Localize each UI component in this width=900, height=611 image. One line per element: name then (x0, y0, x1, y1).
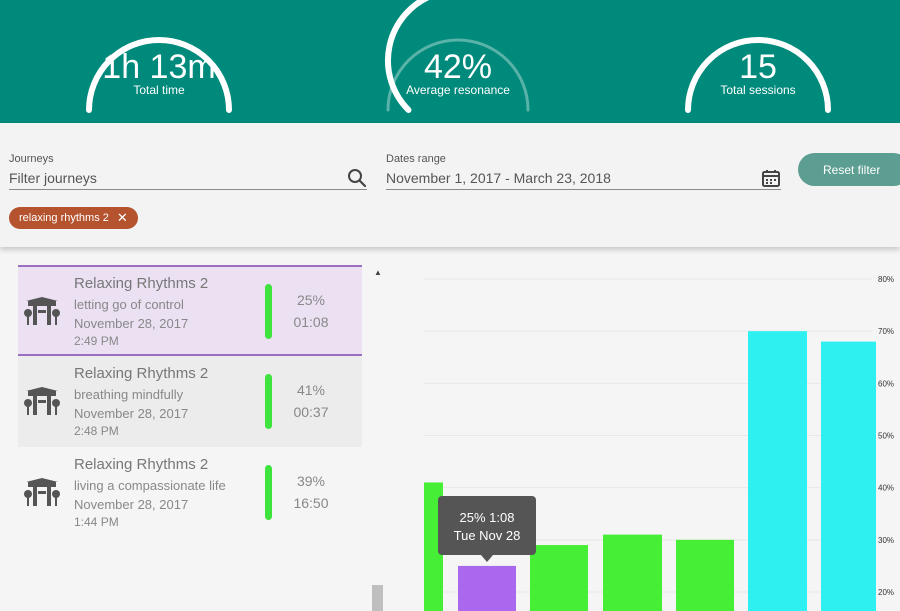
total-time-gauge: 1h 13m Total time (74, 0, 244, 123)
session-list: Relaxing Rhythms 2 letting go of control… (18, 265, 362, 538)
tooltip-date: Tue Nov 28 (453, 528, 521, 543)
session-duration: 16:50 (293, 495, 329, 511)
session-date: November 28, 2017 (74, 497, 189, 512)
total-sessions-label: Total sessions (720, 83, 796, 97)
chart-bar-selected[interactable] (458, 565, 516, 611)
temple-icon (24, 478, 60, 506)
total-time-value: 1h 13m (102, 48, 216, 86)
session-percent: 39% (296, 473, 326, 489)
session-title: Relaxing Rhythms 2 (74, 456, 209, 473)
session-percent: 41% (296, 382, 326, 398)
chart-bar[interactable] (603, 534, 662, 611)
session-subtitle: letting go of control (74, 297, 184, 312)
session-resonance-bar (265, 284, 272, 339)
total-time-label: Total time (133, 83, 185, 97)
reset-filter-button[interactable]: Reset filter (798, 153, 900, 186)
total-sessions-gauge: 15 Total sessions (673, 0, 843, 123)
y-tick-label: 20% (878, 588, 894, 597)
session-duration: 00:37 (293, 404, 329, 420)
chart-bar[interactable] (821, 341, 876, 611)
session-duration: 01:08 (293, 314, 329, 330)
session-resonance-bar (265, 465, 272, 520)
average-resonance-ring (384, 0, 530, 113)
journeys-label: Journeys (9, 153, 54, 165)
session-time: 2:48 PM (74, 424, 119, 438)
session-subtitle: living a compassionate life (74, 478, 226, 493)
session-date: November 28, 2017 (74, 406, 189, 421)
session-title: Relaxing Rhythms 2 (74, 365, 209, 382)
chart-bar[interactable] (530, 545, 588, 611)
y-tick-label: 80% (878, 275, 894, 284)
y-tick-label: 70% (878, 327, 894, 336)
chart-bar[interactable] (676, 539, 734, 611)
dates-range-input[interactable] (386, 167, 781, 189)
stats-header: 1h 13m Total time 42% Average resonance … (0, 0, 900, 123)
y-tick-label: 50% (878, 432, 894, 441)
calendar-icon[interactable] (761, 168, 781, 188)
y-tick-label: 30% (878, 536, 894, 545)
y-tick-label: 60% (878, 379, 894, 388)
session-item[interactable]: Relaxing Rhythms 2 living a compassionat… (18, 447, 362, 538)
resonance-bar-chart: 80% 70% 60% 50% 40% 30% 20% (424, 275, 894, 611)
session-subtitle: breathing mindfully (74, 387, 184, 402)
journey-filter-chip-label: relaxing rhythms 2 (19, 212, 109, 224)
journeys-field[interactable] (9, 167, 367, 190)
session-date: November 28, 2017 (74, 316, 189, 331)
session-time: 2:49 PM (74, 334, 119, 348)
temple-icon (24, 387, 60, 415)
total-sessions-value: 15 (739, 48, 777, 86)
average-resonance-gauge: 42% Average resonance (373, 0, 543, 123)
session-item[interactable]: Relaxing Rhythms 2 letting go of control… (18, 265, 362, 356)
journey-filter-chip: relaxing rhythms 2 ✕ (9, 207, 138, 229)
dates-range-field[interactable] (386, 167, 781, 190)
scrollbar-thumb[interactable] (372, 585, 383, 611)
y-tick-label: 40% (878, 484, 894, 493)
tooltip-value: 25% 1:08 (459, 510, 515, 525)
session-item[interactable]: Relaxing Rhythms 2 breathing mindfully N… (18, 356, 362, 447)
journeys-input[interactable] (9, 167, 367, 189)
total-time-ring (86, 37, 232, 113)
close-icon[interactable]: ✕ (116, 210, 128, 225)
session-resonance-bar (265, 374, 272, 429)
dates-range-label: Dates range (386, 153, 446, 165)
session-title: Relaxing Rhythms 2 (74, 275, 209, 292)
average-resonance-value: 42% (423, 48, 493, 86)
chart-tooltip: 25% 1:08 Tue Nov 28 (438, 496, 536, 562)
temple-icon (24, 297, 60, 325)
session-percent: 25% (296, 292, 326, 308)
average-resonance-label: Average resonance (406, 83, 510, 97)
session-time: 1:44 PM (74, 515, 119, 529)
total-sessions-ring (685, 37, 831, 113)
search-icon[interactable] (347, 168, 367, 188)
scroll-up-icon[interactable]: ▲ (374, 268, 382, 277)
chart-bar[interactable] (748, 331, 807, 611)
